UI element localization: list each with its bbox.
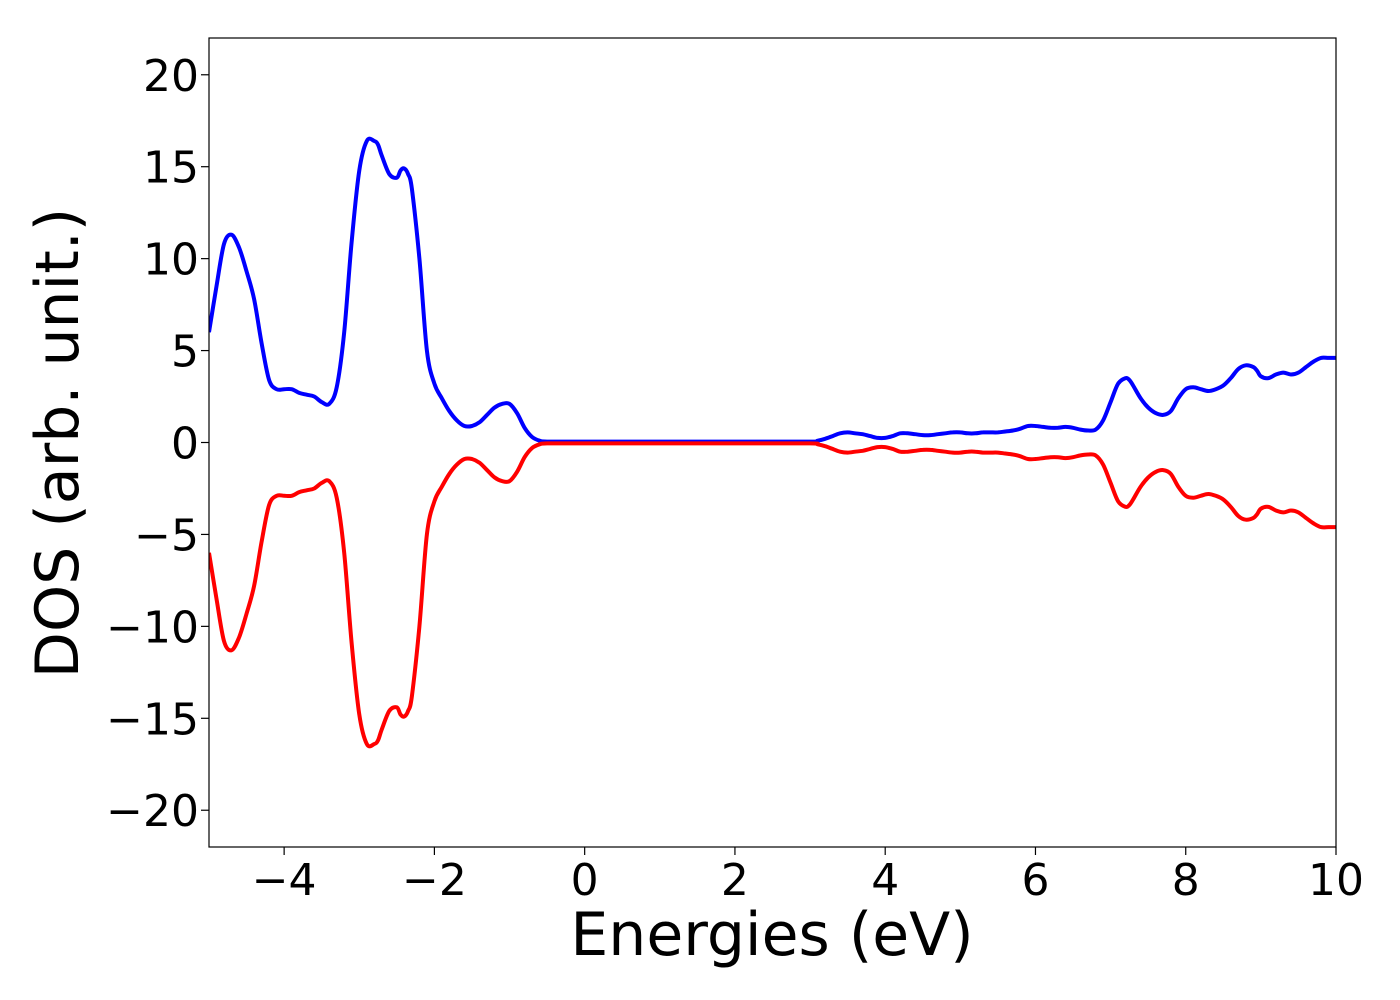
y-axis: 20 15 10 5 0 −5 −10 −15 −20: [106, 51, 209, 837]
y-axis-label: DOS (arb. unit.): [23, 208, 93, 678]
y-tick-label: −10: [106, 602, 199, 653]
x-axis-label: Energies (eV): [570, 900, 973, 970]
y-tick-label: 0: [171, 419, 199, 470]
y-tick-label: −15: [106, 694, 199, 745]
series-line-1: [209, 136, 1336, 444]
series-layer: [209, 136, 1336, 749]
x-tick-label: 2: [721, 855, 749, 906]
x-tick-label: 10: [1308, 855, 1364, 906]
x-tick-label: −4: [252, 855, 317, 906]
x-tick-label: 8: [1172, 855, 1200, 906]
x-axis: −4 −2 0 2 4 6 8 10: [252, 847, 1364, 906]
y-tick-label: 15: [143, 143, 199, 194]
series-line-2: [209, 441, 1336, 749]
y-tick-label: 20: [143, 51, 199, 102]
y-tick-label: 5: [171, 327, 199, 378]
y-tick-label: −5: [134, 510, 199, 561]
x-tick-label: −2: [402, 855, 467, 906]
y-tick-label: −20: [106, 786, 199, 837]
x-tick-label: 4: [871, 855, 899, 906]
x-tick-label: 0: [571, 855, 599, 906]
y-tick-label: 10: [143, 235, 199, 286]
x-tick-label: 6: [1021, 855, 1049, 906]
